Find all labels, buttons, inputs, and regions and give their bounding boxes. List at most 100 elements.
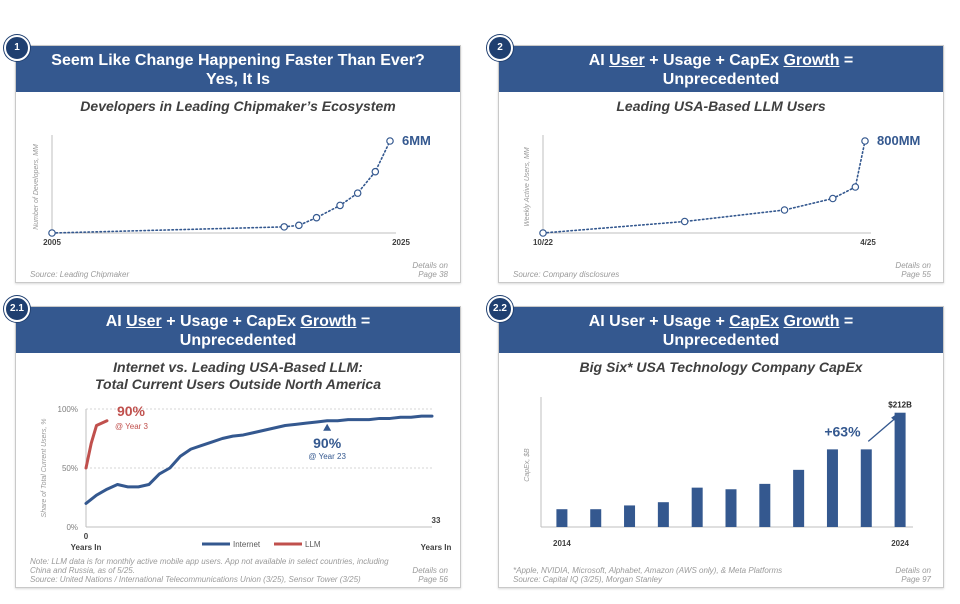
x-tick-label: 2005 <box>43 238 61 247</box>
panel-3-title-line1: AI User + Usage + CapEx Growth = <box>22 312 454 331</box>
title-text: = <box>839 313 854 330</box>
data-point <box>861 137 869 145</box>
data-point <box>851 183 860 191</box>
panel-4-subtitle: Big Six* USA Technology Company CapEx <box>579 359 863 375</box>
details-page: Page 38 <box>418 270 448 279</box>
bar-2020 <box>759 483 771 527</box>
panel-3-title-line2: Unprecedented <box>179 332 297 349</box>
chart-2: Weekly Active Users, MM 800MM 10/22 4/25 <box>524 133 920 247</box>
panel-1-source: Source: Leading Chipmaker <box>30 270 130 279</box>
x-tick-label: 2025 <box>392 238 410 247</box>
panel-1-title-line1: Seem Like Change Happening Faster Than E… <box>51 52 425 69</box>
llm-annotation: 90% <box>117 403 146 419</box>
details-page: Page 97 <box>901 575 931 584</box>
data-point <box>280 223 288 231</box>
bar-2021 <box>793 469 805 527</box>
bar-2014 <box>556 509 568 527</box>
x-tick-label: 4/25 <box>860 238 876 247</box>
x-sub-label: Years In <box>421 543 452 552</box>
series-line <box>51 140 391 234</box>
panel-1-title-line2: Yes, It Is <box>205 71 271 88</box>
panel-1: Seem Like Change Happening Faster Than E… <box>15 45 461 283</box>
title-text: AI <box>588 52 610 69</box>
x-tick-label: 2014 <box>553 539 571 548</box>
y-tick-label: 100% <box>58 405 78 414</box>
bar-2022 <box>826 449 838 527</box>
source-line: Source: Capital IQ (3/25), Morgan Stanle… <box>513 575 662 584</box>
details-label: Details on <box>895 566 931 575</box>
panel-3: AI User + Usage + CapEx Growth = Unprece… <box>15 306 461 588</box>
data-point <box>48 229 56 237</box>
panel-3-badge: 2.1 <box>4 296 30 322</box>
growth-label: +63% <box>824 424 861 440</box>
end-value-label: 6MM <box>402 133 431 148</box>
series-line <box>542 140 866 234</box>
series-line-internet <box>84 414 434 505</box>
details-label: Details on <box>412 566 448 575</box>
subtitle-line1: Internet vs. Leading USA-Based LLM: <box>113 359 363 375</box>
title-underlined: Growth <box>300 313 357 330</box>
bar-2023 <box>860 449 872 527</box>
note-line: Note: LLM data is for monthly active mob… <box>30 557 389 566</box>
x-sub-label: Years In <box>71 543 102 552</box>
title-text: + Usage + CapEx <box>644 52 784 69</box>
internet-marker <box>323 423 332 431</box>
panel-2-title-line1: AI User + Usage + CapEx Growth = <box>505 51 937 70</box>
panel-2: AI User + Usage + CapEx Growth = Unprece… <box>498 45 944 283</box>
note-line: China and Russia, as of 5/25. <box>30 566 135 575</box>
y-axis-label: Weekly Active Users, MM <box>524 147 531 227</box>
legend-label: Internet <box>233 540 261 549</box>
panel-4: AI User + Usage + CapEx Growth = Unprece… <box>498 306 944 588</box>
bar-value-label: $212B <box>888 401 912 410</box>
title-text: + Usage + CapEx <box>161 313 301 330</box>
title-underlined: Growth <box>783 313 840 330</box>
data-point <box>353 189 362 197</box>
growth-arrowhead <box>891 413 898 422</box>
data-point <box>336 201 344 210</box>
y-axis-label: Number of Developers, MM <box>33 144 40 230</box>
panel-3-subtitle: Internet vs. Leading USA-Based LLM: Tota… <box>16 359 460 393</box>
y-tick-label: 50% <box>62 464 78 473</box>
details-label: Details on <box>895 261 931 270</box>
title-text: = <box>839 52 854 69</box>
chart-1: Number of Developers, MM 6MM 2005 2025 <box>33 133 431 247</box>
x-tick-label: 10/22 <box>533 238 554 247</box>
panel-3-title: AI User + Usage + CapEx Growth = Unprece… <box>16 307 460 353</box>
chart-3: 0% 50% 100% Share of Total Current Users, %… <box>41 403 452 552</box>
bar-2019 <box>725 489 737 527</box>
title-underlined: User <box>126 313 162 330</box>
x-tick-label: 2024 <box>891 539 909 548</box>
llm-annotation-sub: @ Year 3 <box>115 422 149 431</box>
x-tick-label: 33 <box>432 516 441 525</box>
bar-2017 <box>657 502 669 527</box>
y-axis-label: Share of Total Current Users, % <box>41 419 48 518</box>
panel-2-subtitle: Leading USA-Based LLM Users <box>616 98 826 114</box>
bar-2018 <box>691 487 703 527</box>
details-page: Page 55 <box>901 270 931 279</box>
x-tick-label: 0 <box>84 532 89 541</box>
panel-2-title-line2: Unprecedented <box>662 71 780 88</box>
data-point <box>539 229 547 237</box>
chart-4: CapEx, $B $212B +63% 2014 2024 <box>524 397 913 548</box>
legend-label: LLM <box>305 540 321 549</box>
internet-annotation: 90% <box>313 435 342 451</box>
series-line-llm <box>84 419 109 470</box>
panel-4-badge: 2.2 <box>487 296 513 322</box>
end-value-label: 800MM <box>877 133 920 148</box>
title-underlined: Growth <box>783 52 840 69</box>
bar-2015 <box>590 509 602 527</box>
data-point <box>828 194 837 203</box>
details-page: Page 56 <box>418 575 448 584</box>
panel-4-title: AI User + Usage + CapEx Growth = Unprece… <box>499 307 943 353</box>
panel-3-details: Details on Page 56 <box>412 566 448 584</box>
panel-1-details: Details on Page 38 <box>412 261 448 279</box>
bar-2016 <box>624 505 636 527</box>
data-point <box>680 217 689 226</box>
panel-4-title-line1: AI User + Usage + CapEx Growth = <box>505 312 937 331</box>
note-line: *Apple, NVIDIA, Microsoft, Alphabet, Ama… <box>513 566 783 575</box>
panel-4-details: Details on Page 97 <box>895 566 931 584</box>
panel-4-notes: *Apple, NVIDIA, Microsoft, Alphabet, Ama… <box>513 566 782 584</box>
panel-1-badge: 1 <box>4 35 30 61</box>
title-text: = <box>356 313 371 330</box>
bar-2024 <box>894 412 906 527</box>
